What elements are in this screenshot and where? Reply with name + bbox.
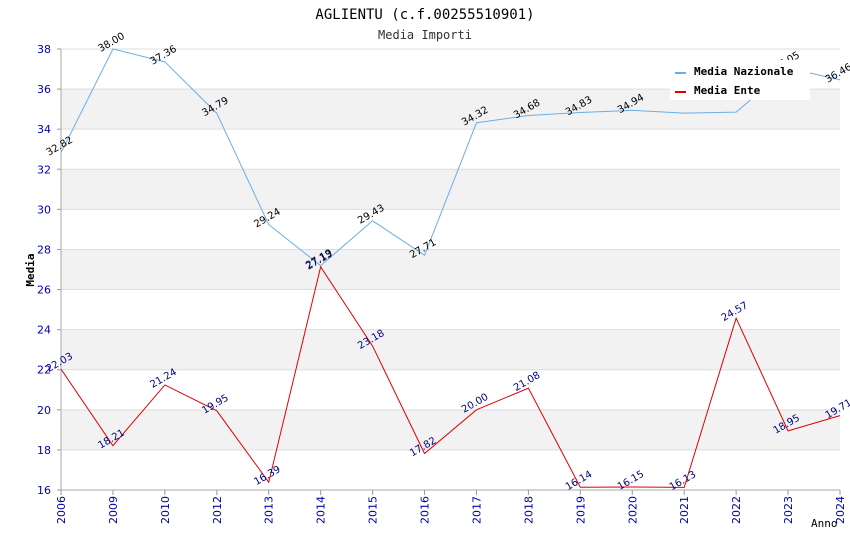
y-tick-labels: 16 18 20 22 24 26 28 30 32 34 36 38 — [37, 43, 51, 497]
grid-band — [61, 409, 840, 450]
series-lines — [60, 48, 841, 488]
series-line-ente — [60, 265, 841, 488]
y-axis-label: Media — [24, 253, 37, 286]
x-tick-label: 2019 — [574, 496, 587, 524]
x-tick-label: 2023 — [782, 496, 795, 524]
axes — [57, 48, 841, 495]
y-tick-label: 38 — [37, 43, 51, 56]
x-tick-label: 2013 — [263, 496, 276, 524]
x-tick-label: 2010 — [159, 496, 172, 524]
grid-band — [61, 329, 840, 370]
plot-background — [61, 49, 840, 490]
x-tick-label: 2018 — [522, 496, 535, 524]
y-tick-label: 28 — [37, 243, 51, 256]
y-tick-label: 20 — [37, 404, 51, 417]
y-tick-label: 26 — [37, 284, 51, 297]
y-tick-label: 34 — [37, 123, 51, 136]
x-tick-label: 2024 — [834, 496, 847, 524]
x-tick-label: 2020 — [626, 496, 639, 524]
chart-subtitle: Media Importi — [378, 28, 472, 42]
legend: Media Nazionale Media Ente — [670, 60, 810, 100]
legend-label-ente: Media Ente — [694, 84, 761, 97]
x-tick-label: 2006 — [55, 496, 68, 524]
x-tick-label: 2014 — [315, 496, 328, 524]
y-tick-label: 24 — [37, 324, 51, 337]
grid-lines — [61, 48, 840, 491]
x-tick-label: 2017 — [470, 496, 483, 524]
legend-label-nazionale: Media Nazionale — [694, 65, 794, 78]
x-tick-label: 2015 — [367, 496, 380, 524]
y-tick-label: 36 — [37, 83, 51, 96]
x-tick-label: 2021 — [678, 496, 691, 524]
x-tick-label: 2016 — [419, 496, 432, 524]
x-tick-label: 2012 — [211, 496, 224, 524]
x-tick-label: 2009 — [107, 496, 120, 524]
grid-band — [61, 249, 840, 290]
y-tick-label: 32 — [37, 163, 51, 176]
x-tick-label: 2022 — [730, 496, 743, 524]
chart-title: AGLIENTU (c.f.00255510901) — [315, 7, 534, 23]
series-line-nazionale — [60, 48, 841, 267]
legend-box — [670, 60, 810, 100]
x-axis-label: Anno — [811, 517, 838, 530]
y-tick-label: 16 — [37, 484, 51, 497]
y-tick-label: 22 — [37, 364, 51, 377]
y-tick-label: 30 — [37, 203, 51, 216]
y-tick-label: 18 — [37, 444, 51, 457]
x-tick-labels: 2006 2009 2010 2012 2013 2014 2015 2016 2017 2018… — [55, 496, 847, 524]
